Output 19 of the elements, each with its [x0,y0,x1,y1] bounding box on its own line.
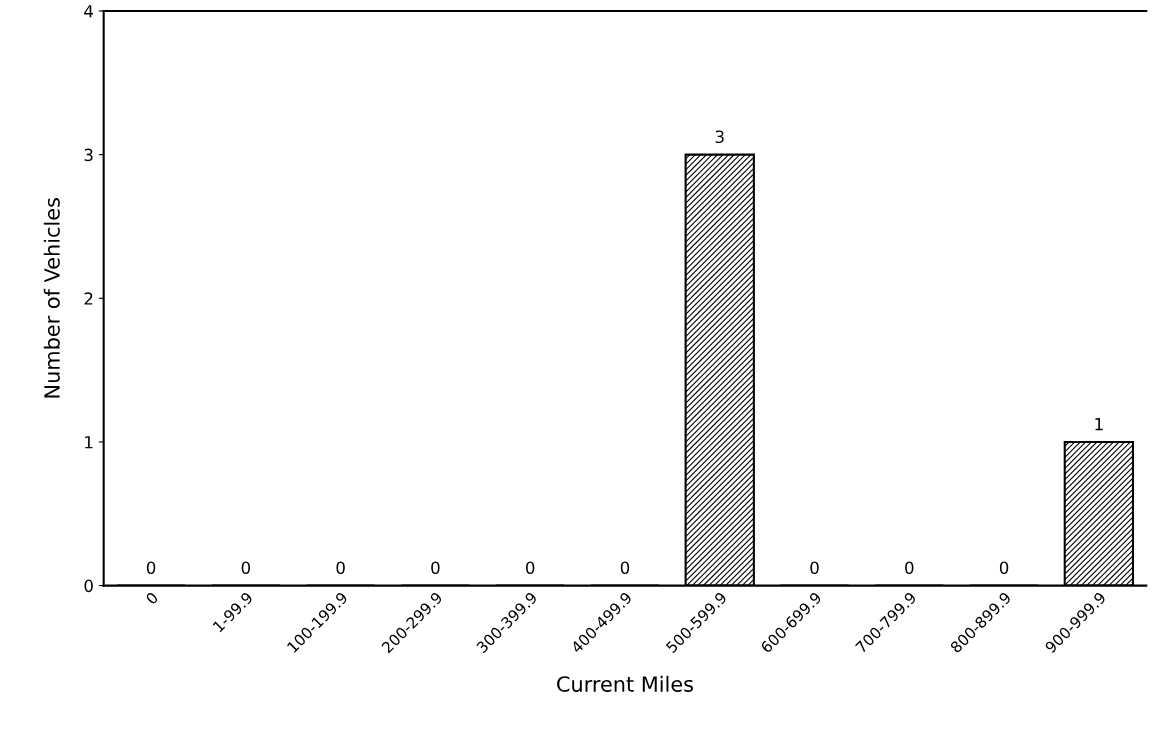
data-label: 0 [336,561,345,575]
y-tick-label: 2 [84,292,93,305]
data-label: 0 [620,561,630,575]
data-label: 0 [525,561,535,575]
data-label: 0 [810,561,819,575]
y-tick-label: 3 [84,148,93,162]
y-tick-label: 1 [85,436,93,449]
data-label: 0 [241,561,251,575]
data-label: 1 [1095,417,1103,431]
x-axis-title: Current Miles [557,675,693,692]
data-label: 3 [715,130,724,144]
data-label: 0 [999,561,1009,575]
data-label: 0 [146,561,156,575]
y-tick-label: 0 [84,579,93,593]
y-axis-title: Number of Vehicles [43,198,60,398]
y-tick-label: 4 [84,5,94,18]
data-label: 0 [431,561,440,575]
x-tick-label: 0 [145,591,159,605]
data-label: 0 [905,561,914,575]
